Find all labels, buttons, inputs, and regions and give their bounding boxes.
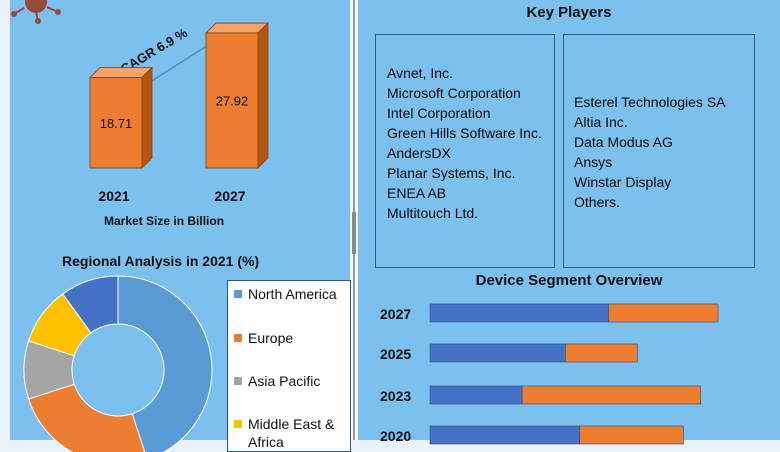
divider-handle: [352, 212, 356, 254]
legend-swatch: [234, 377, 242, 385]
donut-slice-south-america: [62, 275, 119, 334]
market-bar-2027: [205, 22, 269, 169]
key-players-box-right: Esterel Technologies SA Altia Inc. Data …: [563, 34, 755, 268]
key-player-item: Planar Systems, Inc.: [387, 165, 516, 181]
key-player-item: Multitouch Ltd.: [387, 205, 479, 221]
donut-slice-europe: [27, 383, 146, 452]
key-player-item: Intel Corporation: [387, 105, 491, 121]
device-year-label: 2025: [380, 346, 411, 362]
legend-label: Europe: [248, 330, 294, 346]
key-player-item: Green Hills Software Inc.: [387, 125, 542, 141]
key-player-item: Ansys: [574, 154, 613, 170]
key-player-item: Altia Inc.: [574, 114, 628, 130]
market-bar-value: 18.71: [100, 116, 133, 131]
device-bar-2020-seg1: [429, 425, 581, 445]
device-year-label: 2020: [380, 428, 411, 444]
regional-title: Regional Analysis in 2021 (%): [62, 253, 260, 269]
key-players-box-left: Avnet, Inc. Microsoft Corporation Intel …: [375, 34, 555, 268]
key-player-item: Data Modus AG: [574, 134, 673, 150]
key-player-item: ENEA AB: [387, 185, 447, 201]
key-players-title: Key Players: [526, 4, 612, 21]
device-bar-2025-seg2: [565, 343, 638, 363]
key-players-list-left: Avnet, Inc. Microsoft Corporation Intel …: [387, 63, 545, 223]
legend-label: North America: [248, 286, 337, 302]
legend-label: Middle East & Africa: [248, 416, 335, 450]
device-bar-2027-seg1: [429, 303, 609, 323]
device-bar-2027-seg2: [608, 303, 719, 323]
legend-swatch: [234, 290, 242, 298]
key-player-item: Microsoft Corporation: [387, 85, 521, 101]
market-bar-year: 2027: [214, 188, 245, 204]
market-bar-value: 27.92: [216, 94, 249, 109]
key-player-item: Others.: [574, 194, 620, 210]
legend-item-middle-east-africa: Middle East & Africa: [234, 415, 348, 451]
market-bar-2021: [89, 66, 153, 169]
device-year-label: 2023: [380, 388, 411, 404]
key-players-panel: Key Players Avnet, Inc. Microsoft Corpor…: [358, 0, 780, 445]
legend-item-north-america: North America: [234, 285, 348, 303]
legend-swatch: [234, 420, 242, 428]
key-player-item: Winstar Display: [574, 174, 672, 190]
regional-donut-chart: [23, 275, 213, 452]
legend-item-europe: Europe: [234, 329, 348, 347]
key-player-item: Avnet, Inc.: [387, 65, 453, 81]
panel-divider: [351, 0, 357, 440]
key-player-item: AndersDX: [387, 145, 451, 161]
market-size-caption: Market Size in Billion: [104, 214, 225, 228]
device-bar-2025-seg1: [429, 343, 566, 363]
key-player-item: Esterel Technologies SA: [574, 94, 726, 110]
legend-swatch: [234, 334, 242, 342]
legend-label: Asia Pacific: [248, 373, 321, 389]
device-bar-2023-seg2: [521, 385, 702, 405]
device-bar-2023-seg1: [429, 385, 523, 405]
device-segment-chart: 2027 2025 2023 2020: [380, 303, 719, 445]
device-bar-2020-seg2: [579, 425, 684, 445]
key-players-list-right: Esterel Technologies SA Altia Inc. Data …: [574, 92, 746, 212]
regional-legend: North America Europe Asia Pacific Middle…: [227, 280, 351, 452]
legend-item-asia-pacific: Asia Pacific: [234, 372, 348, 390]
device-segment-title: Device Segment Overview: [475, 272, 663, 289]
market-bar-year: 2021: [98, 188, 129, 204]
device-year-label: 2027: [380, 306, 411, 322]
virus-icon: [11, 0, 61, 24]
market-overview-panel: CAGR 6.9 % 18.71 2021 27.92 2027 Market Siz…: [10, 0, 351, 452]
